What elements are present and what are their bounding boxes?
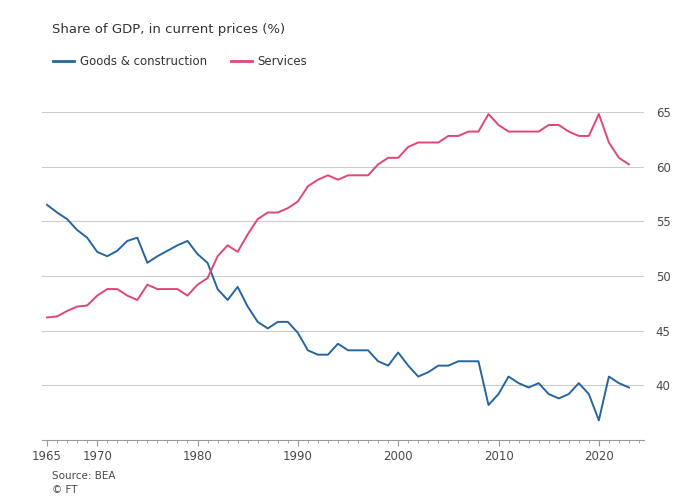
Legend: Goods & construction, Services: Goods & construction, Services — [48, 50, 312, 73]
Text: Share of GDP, in current prices (%): Share of GDP, in current prices (%) — [52, 22, 286, 36]
Text: Source: BEA: Source: BEA — [52, 471, 116, 481]
Text: © FT: © FT — [52, 485, 78, 495]
